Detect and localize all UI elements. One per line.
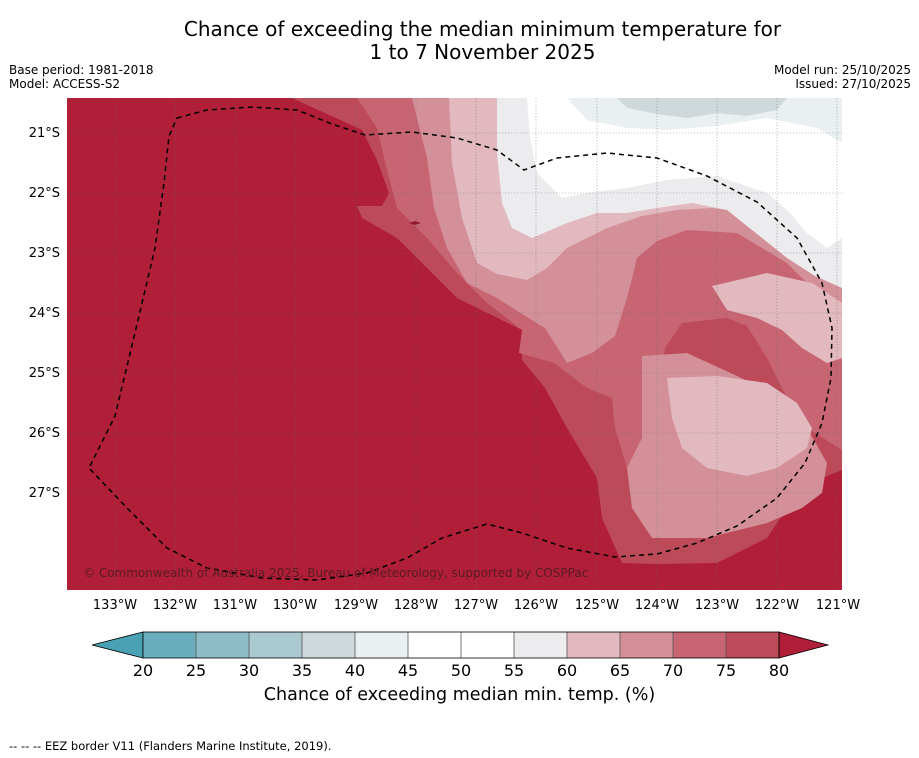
title-line-2: 1 to 7 November 2025 <box>369 40 596 64</box>
colorbar-tick-60: 60 <box>556 661 578 680</box>
colorbar-bin-20-25 <box>143 632 196 658</box>
colorbar-tick-20: 20 <box>132 661 154 680</box>
lat-label-26s: 26°S <box>28 426 60 441</box>
issued-date: Issued: 27/10/2025 <box>795 77 911 91</box>
title-line-1: Chance of exceeding the median minimum t… <box>183 17 782 41</box>
copyright-text: © Commonwealth of Australia 2025, Bureau… <box>83 566 588 580</box>
colorbar-tick-25: 25 <box>185 661 207 680</box>
colorbar-bin-60-65 <box>567 632 620 658</box>
model-run: Model run: 25/10/2025 <box>773 63 911 77</box>
meta-left: Base period: 1981-2018 Model: ACCESS-S2 <box>9 63 154 91</box>
region-35 <box>617 98 787 118</box>
grid-lines <box>67 98 842 590</box>
colorbar-dividers <box>195 632 727 658</box>
lon-label-132w: 132°W <box>152 598 198 613</box>
colorbar-frame <box>142 631 780 659</box>
eez-border <box>88 106 833 581</box>
model-name: Model: ACCESS-S2 <box>9 77 121 91</box>
lon-label-129w: 129°W <box>333 598 379 613</box>
lat-label-27s: 27°S <box>28 486 60 501</box>
colorbar-bin-50-55 <box>461 632 514 658</box>
lon-label-122w: 122°W <box>754 598 800 613</box>
lon-label-126w: 126°W <box>513 598 559 613</box>
lon-label-127w: 127°W <box>453 598 499 613</box>
colorbar-bin-70-75 <box>673 632 726 658</box>
colorbar-tick-50: 50 <box>450 661 472 680</box>
lon-label-121w: 121°W <box>815 598 861 613</box>
lon-label-131w: 131°W <box>212 598 258 613</box>
lat-label-22s: 22°S <box>28 186 60 201</box>
colorbar-under-arrow <box>91 631 144 659</box>
lon-label-133w: 133°W <box>92 598 138 613</box>
eez-footnote: -- -- -- EEZ border V11 (Flanders Marine… <box>9 739 332 753</box>
colorbar-tick-35: 35 <box>291 661 313 680</box>
colorbar-tick-65: 65 <box>609 661 631 680</box>
lat-label-21s: 21°S <box>28 126 60 141</box>
lon-label-125w: 125°W <box>574 598 620 613</box>
lon-label-124w: 124°W <box>634 598 680 613</box>
colorbar-tick-40: 40 <box>344 661 366 680</box>
colorbar-bin-30-35 <box>249 632 302 658</box>
colorbar-bin-45-50 <box>408 632 461 658</box>
colorbar-bin-35-40 <box>302 632 355 658</box>
colorbar-tick-80: 80 <box>768 661 790 680</box>
lat-label-25s: 25°S <box>28 366 60 381</box>
colorbar-tick-30: 30 <box>238 661 260 680</box>
colorbar-title: Chance of exceeding median min. temp. (%… <box>263 685 656 705</box>
colorbar-tick-45: 45 <box>397 661 419 680</box>
lon-label-130w: 130°W <box>272 598 318 613</box>
colorbar-bin-40-45 <box>355 632 408 658</box>
lat-label-24s: 24°S <box>28 306 60 321</box>
colorbar-bin-25-30 <box>196 632 249 658</box>
meta-right: Model run: 25/10/2025 Issued: 27/10/2025 <box>774 63 911 91</box>
colorbar-over-arrow <box>778 631 830 659</box>
lon-label-128w: 128°W <box>393 598 439 613</box>
colorbar-bin-65-70 <box>620 632 673 658</box>
chart-title: Chance of exceeding the median minimum t… <box>0 18 919 64</box>
colorbar-tick-55: 55 <box>503 661 525 680</box>
colorbar-bin-55-60 <box>514 632 567 658</box>
forecast-map: © Commonwealth of Australia 2025, Bureau… <box>67 98 842 590</box>
colorbar <box>91 631 830 659</box>
colorbar-tick-70: 70 <box>662 661 684 680</box>
lat-label-23s: 23°S <box>28 246 60 261</box>
island-speck <box>409 221 421 225</box>
base-period: Base period: 1981-2018 <box>9 63 154 77</box>
lon-label-123w: 123°W <box>694 598 740 613</box>
colorbar-tick-75: 75 <box>715 661 737 680</box>
colorbar-bin-75-80 <box>726 632 779 658</box>
region-50 <box>527 98 842 248</box>
